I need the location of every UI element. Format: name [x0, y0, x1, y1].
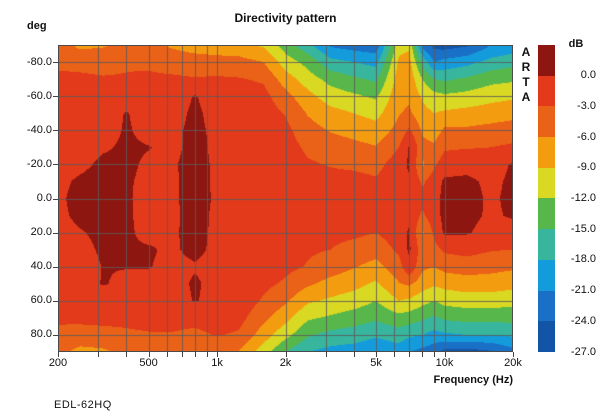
y-tick-mark [53, 232, 58, 234]
colorbar-tick-label: -15.0 [570, 222, 596, 235]
x-tick-mark [422, 352, 423, 357]
y-tick-mark [53, 96, 58, 98]
x-tick-mark [409, 352, 410, 357]
y-tick-label: 60.0 [30, 294, 52, 307]
colorbar-unit-label: dB [568, 38, 584, 50]
x-tick-mark [217, 352, 218, 357]
y-tick-label: 20.0 [30, 226, 52, 239]
y-tick-label: -80.0 [26, 55, 52, 68]
arta-watermark-letter: A [521, 45, 531, 59]
y-tick-label: 0.0 [36, 192, 52, 204]
x-tick-label: 20k [504, 357, 522, 369]
x-tick-label: 1k [211, 357, 223, 369]
x-tick-mark [98, 352, 99, 357]
colorbar-segment [538, 45, 555, 76]
x-tick-mark [354, 352, 355, 357]
x-tick-label: 10k [435, 357, 454, 369]
colorbar-tick-label: -3.0 [577, 99, 596, 112]
arta-watermark-letter: T [522, 75, 530, 89]
y-tick-label: 40.0 [30, 260, 52, 273]
x-tick-label: 200 [48, 357, 68, 369]
y-tick-mark [53, 266, 58, 268]
x-tick-mark [207, 352, 208, 357]
y-axis-unit-label: deg [27, 20, 47, 32]
colorbar [538, 45, 555, 352]
y-tick-label: -60.0 [26, 89, 52, 102]
y-tick-mark [53, 62, 58, 64]
colorbar-segment [538, 75, 555, 107]
colorbar-tick-label: -24.0 [570, 314, 596, 327]
y-tick-mark [53, 198, 58, 200]
x-tick-mark [326, 352, 327, 357]
x-axis-label: Frequency (Hz) [433, 374, 513, 386]
x-tick-label: 5k [370, 357, 382, 369]
directivity-heatmap [58, 45, 513, 352]
x-tick-label: 500 [139, 357, 158, 369]
colorbar-segment [538, 290, 555, 322]
chart-title: Directivity pattern [234, 11, 337, 25]
colorbar-segment [538, 167, 555, 199]
colorbar-segment [538, 229, 555, 260]
colorbar-segment [538, 106, 555, 138]
x-tick-mark [513, 352, 514, 357]
y-tick-mark [53, 164, 58, 166]
x-tick-mark [286, 352, 287, 357]
arta-watermark-letter: A [521, 90, 531, 104]
colorbar-tick-label: -6.0 [577, 130, 596, 143]
y-tick-mark [53, 334, 58, 336]
y-tick-label: -40.0 [26, 123, 52, 136]
colorbar-tick-label: -12.0 [570, 192, 596, 204]
x-tick-mark [445, 352, 446, 357]
x-tick-mark [126, 352, 127, 357]
x-tick-mark [149, 352, 150, 357]
x-tick-label: 2k [279, 357, 292, 369]
colorbar-segment [538, 259, 555, 291]
y-tick-mark [53, 130, 58, 132]
y-tick-label: -20.0 [26, 157, 52, 170]
colorbar-tick-label: 0.0 [580, 69, 596, 82]
colorbar-tick-label: -18.0 [570, 253, 596, 266]
colorbar-tick-label: -21.0 [570, 284, 596, 297]
measurement-name-label: EDL-62HQ [54, 399, 112, 411]
colorbar-segment [538, 137, 555, 168]
y-tick-mark [53, 300, 58, 302]
x-tick-mark [394, 352, 395, 357]
colorbar-tick-label: -27.0 [570, 345, 596, 358]
x-tick-mark [376, 352, 377, 357]
x-tick-mark [434, 352, 435, 357]
colorbar-segment [538, 321, 555, 352]
arta-watermark-letter: R [521, 60, 531, 74]
x-tick-mark [182, 352, 183, 357]
colorbar-tick-label: -9.0 [577, 161, 596, 174]
y-tick-label: 80.0 [30, 328, 52, 341]
x-tick-mark [58, 352, 59, 357]
colorbar-segment [538, 198, 555, 230]
x-tick-mark [167, 352, 168, 357]
x-tick-mark [195, 352, 196, 357]
